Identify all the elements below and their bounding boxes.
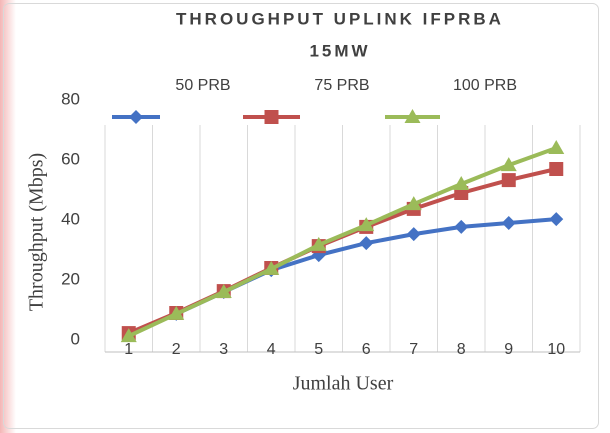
x-axis-label: Jumlah User — [293, 373, 394, 395]
x-tick-label: 5 — [314, 341, 323, 358]
marker — [358, 217, 375, 232]
x-tick-label: 2 — [172, 341, 181, 358]
x-tick-label: 9 — [504, 341, 513, 358]
marker — [168, 305, 185, 320]
marker — [453, 176, 470, 190]
marker — [501, 173, 516, 188]
x-tick-label: 7 — [409, 341, 418, 358]
legend-label: 75 PRB — [314, 77, 369, 94]
marker — [263, 260, 280, 275]
y-tick-label: 80 — [61, 89, 80, 108]
chart-title: THROUGHPUT UPLINK IFPRBA — [176, 9, 504, 28]
series-line — [127, 146, 557, 338]
y-tick-label: 40 — [61, 209, 80, 228]
chart-title: 15MW — [309, 41, 370, 60]
marker — [264, 110, 279, 124]
marker — [549, 162, 564, 176]
marker — [548, 140, 565, 154]
legend-label: 50 PRB — [175, 77, 230, 94]
marker — [310, 236, 327, 251]
y-tick-label: 0 — [71, 329, 80, 348]
marker — [454, 219, 469, 234]
marker — [500, 157, 517, 172]
marker — [549, 212, 564, 227]
x-tick-label: 4 — [267, 341, 276, 358]
x-tick-label: 6 — [362, 341, 371, 358]
marker — [120, 328, 137, 343]
x-tick-label: 10 — [547, 341, 565, 358]
marker — [359, 236, 374, 251]
marker — [215, 284, 232, 298]
marker — [406, 227, 421, 242]
x-tick-label: 1 — [124, 341, 133, 358]
marker — [129, 110, 143, 124]
marker — [405, 196, 422, 211]
marker — [501, 216, 516, 230]
marker — [404, 109, 421, 123]
legend-label: 100 PRB — [453, 77, 517, 94]
y-tick-label: 60 — [61, 149, 80, 168]
y-tick-label: 20 — [61, 269, 80, 288]
side-stripe — [0, 0, 16, 433]
y-axis-label: Throughput (Mbps) — [26, 153, 48, 311]
x-tick-label: 3 — [219, 341, 228, 358]
chart-border — [3, 3, 599, 429]
x-tick-label: 8 — [457, 341, 466, 358]
